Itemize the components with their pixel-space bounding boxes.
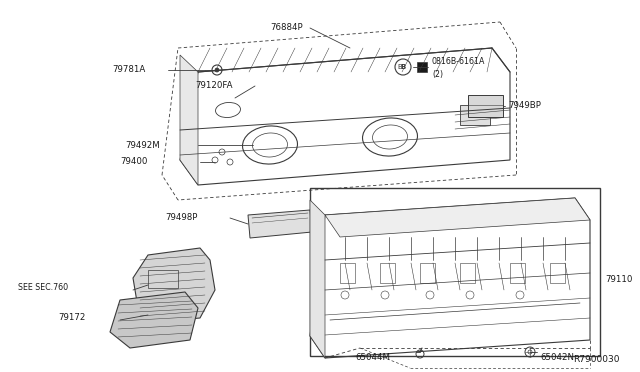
Polygon shape: [180, 55, 198, 185]
Text: R7900030: R7900030: [573, 355, 620, 364]
Bar: [340, 263, 355, 283]
Bar: [468, 95, 503, 117]
Text: 79498P: 79498P: [165, 214, 197, 222]
Text: B: B: [401, 64, 406, 70]
Text: 79120FA: 79120FA: [195, 81, 232, 90]
Bar: [460, 263, 475, 283]
Text: 79110: 79110: [605, 276, 632, 285]
Polygon shape: [110, 292, 198, 348]
Text: 65044M: 65044M: [355, 353, 390, 362]
Bar: [510, 263, 525, 283]
Circle shape: [215, 68, 219, 72]
Text: 65042N: 65042N: [540, 353, 574, 362]
Polygon shape: [310, 200, 325, 358]
Text: (2): (2): [432, 70, 443, 78]
Text: 76884P: 76884P: [270, 23, 303, 32]
Bar: [420, 263, 435, 283]
Polygon shape: [325, 198, 590, 237]
Text: 79492M: 79492M: [125, 141, 160, 150]
Text: 79172: 79172: [58, 314, 85, 323]
Bar: [550, 263, 565, 283]
Bar: [417, 62, 427, 72]
Text: 7949BP: 7949BP: [508, 102, 541, 110]
Text: B: B: [397, 64, 403, 70]
Bar: [310, 188, 600, 356]
Text: 0816B-6161A: 0816B-6161A: [432, 58, 485, 67]
Text: 79781A: 79781A: [112, 65, 145, 74]
Bar: [148, 270, 178, 288]
Bar: [380, 263, 395, 283]
Text: SEE SEC.760: SEE SEC.760: [18, 283, 68, 292]
Polygon shape: [248, 210, 312, 238]
Polygon shape: [133, 248, 215, 322]
Bar: [460, 105, 490, 125]
Text: 79400: 79400: [120, 157, 147, 167]
